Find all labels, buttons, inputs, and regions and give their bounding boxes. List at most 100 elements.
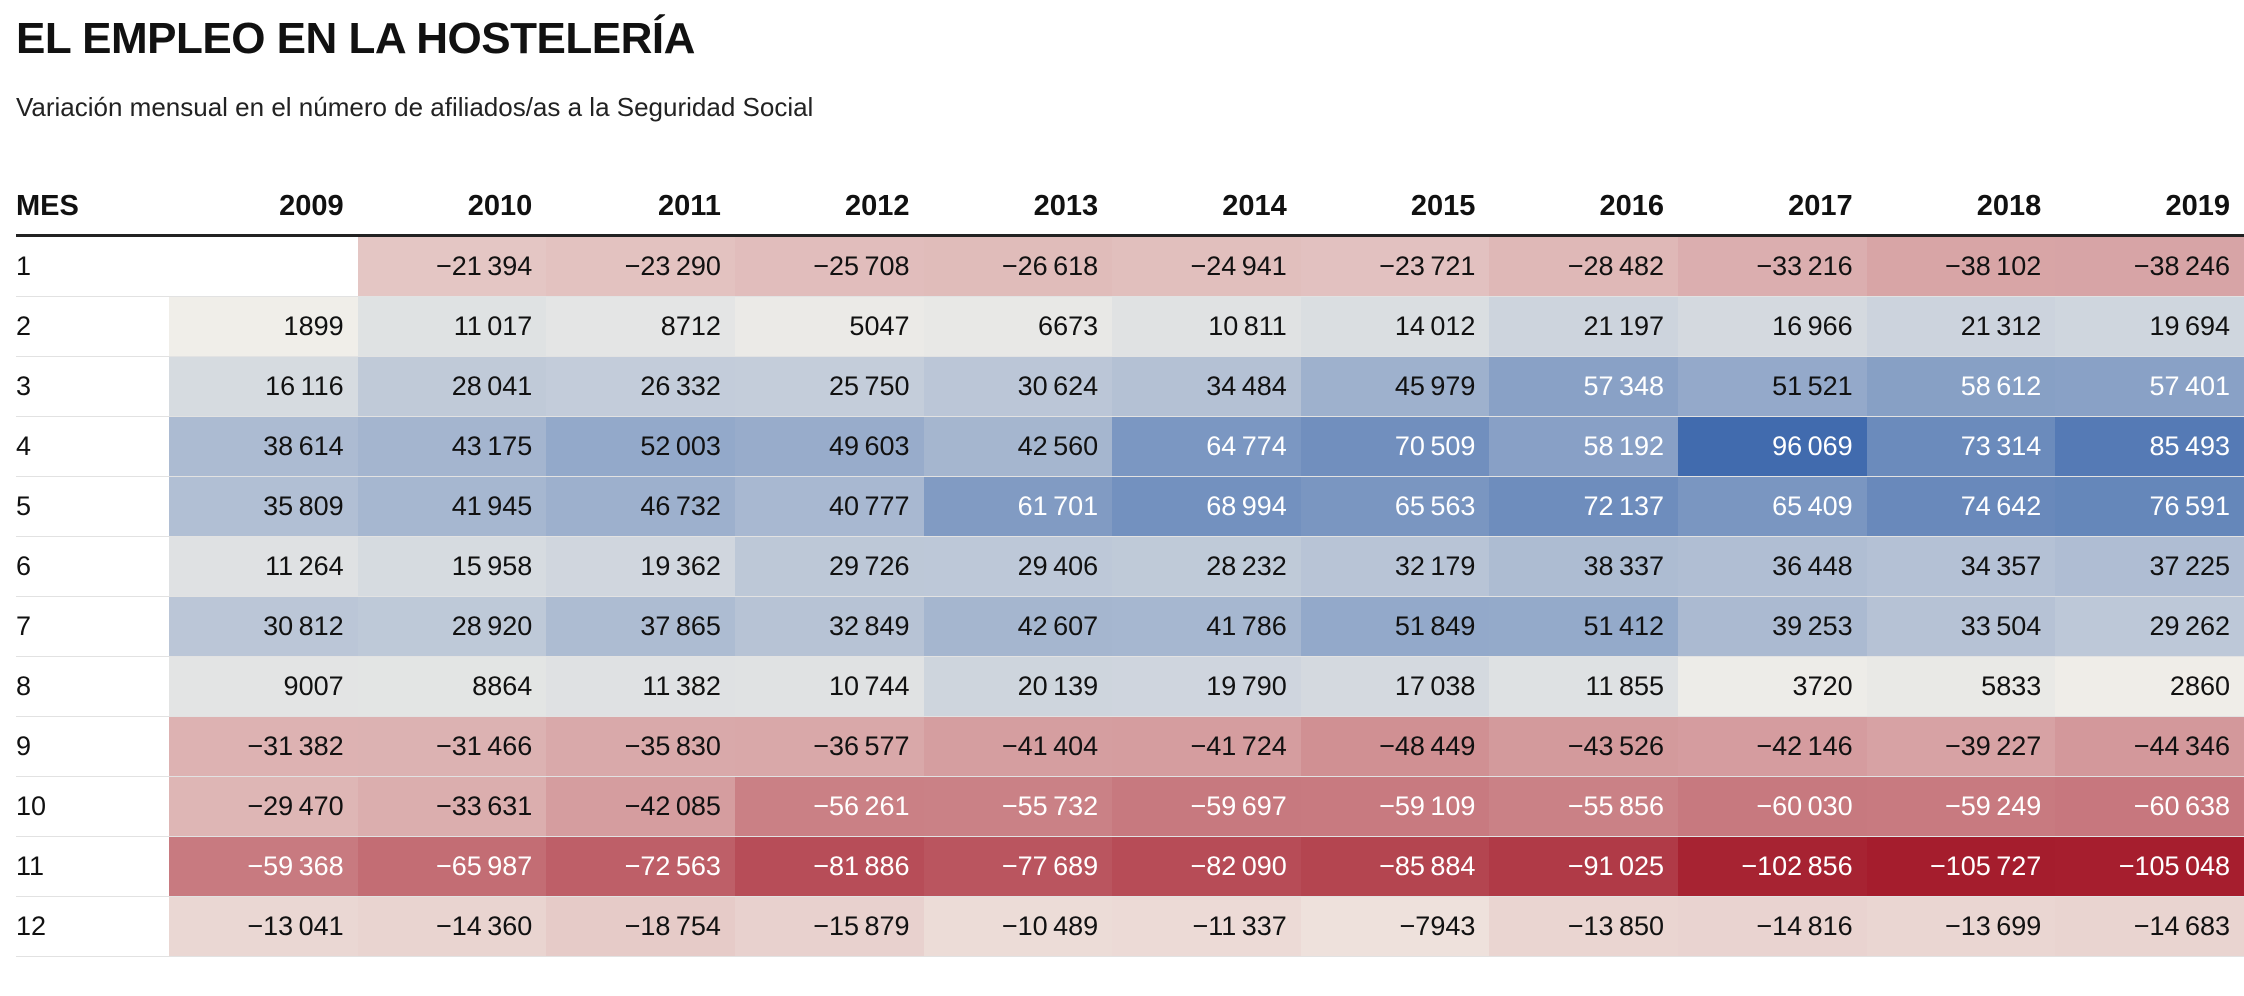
heatmap-cell: −14 683	[2055, 896, 2244, 957]
heatmap-cell: 38 614	[169, 416, 358, 477]
table-row: 9 −31 382 −31 466 −35 830 −36 577 −41 404 −41 …	[16, 716, 2244, 777]
heatmap-cell: −59 368	[169, 836, 358, 897]
heatmap-cell: 6673	[923, 296, 1113, 357]
heatmap-cell: 61 701	[923, 476, 1113, 537]
table-row: 11 −59 368 −65 987 −72 563 −81 886 −77 689 −82…	[16, 836, 2244, 897]
heatmap-cell: −44 346	[2055, 716, 2244, 777]
heatmap-cell: 42 607	[923, 596, 1113, 657]
heatmap-cell: −7943	[1300, 896, 1490, 957]
heatmap-cell: 26 332	[546, 356, 735, 417]
heatmap-cell: −60 030	[1678, 776, 1867, 837]
column-header-2018: 2018	[1866, 178, 2056, 237]
heatmap-cell: 29 406	[923, 536, 1113, 597]
heatmap-cell: −23 290	[546, 235, 735, 297]
column-header-2012: 2012	[734, 178, 924, 237]
heatmap-cell: 5047	[734, 296, 924, 357]
heatmap-cell: −14 816	[1678, 896, 1867, 957]
heatmap-cell: −91 025	[1489, 836, 1678, 897]
heatmap-cell: 16 966	[1678, 296, 1867, 357]
row-label: 8	[16, 656, 169, 717]
heatmap-cell: 57 348	[1489, 356, 1678, 417]
row-label: 7	[16, 596, 169, 657]
heatmap-cell: 34 484	[1112, 356, 1301, 417]
row-label: 9	[16, 716, 169, 777]
heatmap-cell: 21 312	[1866, 296, 2056, 357]
heatmap-cell: −28 482	[1489, 235, 1678, 297]
heatmap-cell: 65 563	[1300, 476, 1490, 537]
heatmap-cell: 73 314	[1866, 416, 2056, 477]
heatmap-cell: −81 886	[734, 836, 924, 897]
table-row: 8 9007 8864 11 382 10 744 20 139 19 790 17 038 1…	[16, 656, 2244, 717]
heatmap-cell: −55 856	[1489, 776, 1678, 837]
heatmap-cell: 96 069	[1678, 416, 1867, 477]
heatmap-cell: 58 612	[1866, 356, 2056, 417]
heatmap-cell: −38 102	[1866, 235, 2056, 297]
heatmap-cell: 1899	[169, 296, 358, 357]
heatmap-cell: −56 261	[734, 776, 924, 837]
heatmap-cell: 11 855	[1489, 656, 1678, 717]
heatmap-cell: −31 382	[169, 716, 358, 777]
heatmap-cell: −13 850	[1489, 896, 1678, 957]
heatmap-cell: −11 337	[1112, 896, 1301, 957]
heatmap-cell: −23 721	[1300, 235, 1490, 297]
heatmap-cell: −35 830	[546, 716, 735, 777]
column-header-mes: MES	[16, 178, 169, 237]
row-label: 5	[16, 476, 169, 537]
column-header-2017: 2017	[1678, 178, 1867, 237]
column-header-2009: 2009	[169, 178, 358, 237]
heatmap-cell: 17 038	[1300, 656, 1490, 717]
table-row: 6 11 264 15 958 19 362 29 726 29 406 28 232 32 …	[16, 536, 2244, 597]
heatmap-cell: 19 694	[2055, 296, 2244, 357]
heatmap-cell: 46 732	[546, 476, 735, 537]
heatmap-cell: −43 526	[1489, 716, 1678, 777]
column-header-2016: 2016	[1489, 178, 1678, 237]
heatmap-cell: −21 394	[357, 235, 547, 297]
heatmap-cell: 51 412	[1489, 596, 1678, 657]
heatmap-cell: −13 041	[169, 896, 358, 957]
heatmap-cell: 68 994	[1112, 476, 1301, 537]
table-row: 4 38 614 43 175 52 003 49 603 42 560 64 774 70 …	[16, 416, 2244, 477]
heatmap-cell: 9007	[169, 656, 358, 717]
table-row: 12 −13 041 −14 360 −18 754 −15 879 −10 489 −11…	[16, 896, 2244, 957]
heatmap-cell: −59 109	[1300, 776, 1490, 837]
heatmap-cell: 57 401	[2055, 356, 2244, 417]
table-row: 2 1899 11 017 8712 5047 6673 10 811 14 012 21 19…	[16, 296, 2244, 357]
header-row: MES 2009 2010 2011 2012 2013 2014 2015 2016 2017 2…	[16, 178, 2244, 237]
heatmap-cell: −33 631	[357, 776, 547, 837]
heatmap-cell: 28 041	[357, 356, 547, 417]
heatmap-cell: 41 786	[1112, 596, 1301, 657]
heatmap-cell: 58 192	[1489, 416, 1678, 477]
heatmap-cell: −14 360	[357, 896, 547, 957]
heatmap-cell: 30 812	[169, 596, 358, 657]
heatmap-cell: 21 197	[1489, 296, 1678, 357]
heatmap-cell: 51 521	[1678, 356, 1867, 417]
heatmap-cell: −31 466	[357, 716, 547, 777]
heatmap-cell: 29 726	[734, 536, 924, 597]
chart-title: EL EMPLEO EN LA HOSTELERÍA	[16, 14, 695, 63]
column-header-2019: 2019	[2055, 178, 2244, 237]
heatmap-cell: 10 744	[734, 656, 924, 717]
heatmap-cell: 52 003	[546, 416, 735, 477]
heatmap-cell: 8712	[546, 296, 735, 357]
heatmap-cell: −48 449	[1300, 716, 1490, 777]
row-label: 6	[16, 536, 169, 597]
heatmap-body: 1 −21 394 −23 290 −25 708 −26 618 −24 941 −23 …	[16, 235, 2244, 957]
heatmap-cell: −26 618	[923, 235, 1113, 297]
heatmap-cell: 32 179	[1300, 536, 1490, 597]
row-label: 4	[16, 416, 169, 477]
heatmap-cell: 8864	[357, 656, 547, 717]
row-label: 2	[16, 296, 169, 357]
heatmap-cell: 28 920	[357, 596, 547, 657]
heatmap-cell: −60 638	[2055, 776, 2244, 837]
heatmap-cell: −42 085	[546, 776, 735, 837]
column-header-2013: 2013	[923, 178, 1113, 237]
row-label: 1	[16, 235, 169, 297]
heatmap-cell: 37 225	[2055, 536, 2244, 597]
heatmap-cell: 85 493	[2055, 416, 2244, 477]
heatmap-table: MES 2009 2010 2011 2012 2013 2014 2015 2016 2017 2…	[16, 178, 2244, 957]
heatmap-cell: −59 697	[1112, 776, 1301, 837]
heatmap-cell: 40 777	[734, 476, 924, 537]
row-label: 12	[16, 896, 169, 957]
row-label: 3	[16, 356, 169, 417]
heatmap-cell: −15 879	[734, 896, 924, 957]
